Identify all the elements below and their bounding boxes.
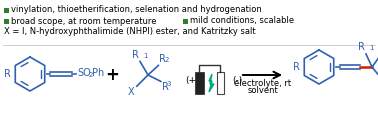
Text: SO: SO [77,68,91,78]
Text: 1: 1 [143,53,147,59]
Text: (-): (-) [232,75,242,84]
Bar [195,72,203,94]
Text: broad scope, at room temperature: broad scope, at room temperature [11,17,156,26]
Bar [217,72,223,94]
Text: X = I, N-hydroxyphthalimide (NHPI) ester, and Katritzky salt: X = I, N-hydroxyphthalimide (NHPI) ester… [4,28,256,36]
Text: +: + [105,66,119,84]
Text: 3: 3 [167,81,171,87]
Text: 1: 1 [369,45,373,51]
Text: R: R [162,82,169,92]
Polygon shape [209,74,214,92]
Text: (+): (+) [185,75,199,84]
Bar [4,7,9,12]
Text: X: X [128,87,135,97]
Text: R: R [358,42,365,52]
Text: electrolyte, rt: electrolyte, rt [234,79,291,88]
Text: vinylation, thioetherification, selenation and hydrogenation: vinylation, thioetherification, selenati… [11,5,262,14]
Text: 2: 2 [164,57,169,63]
Bar [4,19,9,23]
Text: Ph: Ph [92,68,104,78]
Text: R: R [293,62,300,72]
Text: 2: 2 [89,72,93,78]
Text: solvent: solvent [247,86,278,95]
Text: R: R [132,50,139,60]
Text: R: R [160,54,166,64]
Text: mild conditions, scalable: mild conditions, scalable [190,17,294,26]
Text: R: R [4,69,11,79]
Bar [183,19,188,23]
